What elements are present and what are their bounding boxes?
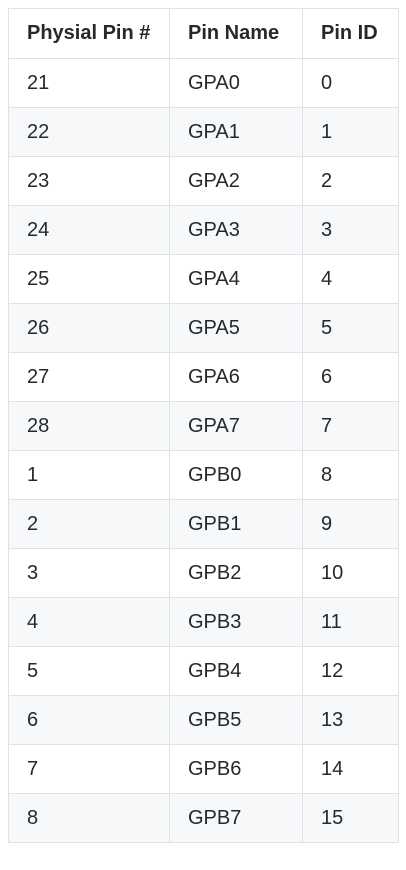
physical-pin-cell: 27	[8, 352, 170, 402]
pin-name-cell: GPB6	[169, 744, 303, 794]
pin-name-cell: GPA4	[169, 254, 303, 304]
pin-id-cell: 10	[302, 548, 399, 598]
pin-name-cell: GPA0	[169, 58, 303, 108]
pin-name-cell: GPA7	[169, 401, 303, 451]
pin-name-cell: GPA5	[169, 303, 303, 353]
table-row: 3 GPB2 10	[8, 548, 399, 598]
pin-name-cell: GPA2	[169, 156, 303, 206]
physical-pin-cell: 2	[8, 499, 170, 549]
physical-pin-cell: 4	[8, 597, 170, 647]
pin-name-cell: GPA6	[169, 352, 303, 402]
physical-pin-cell: 8	[8, 793, 170, 843]
pin-name-cell: GPB3	[169, 597, 303, 647]
pin-id-cell: 3	[302, 205, 399, 255]
pin-id-cell: 4	[302, 254, 399, 304]
header-row: Physial Pin # Pin Name Pin ID	[8, 8, 399, 59]
table-row: 21 GPA0 0	[8, 58, 399, 108]
pin-id-cell: 1	[302, 107, 399, 157]
pin-id-cell: 8	[302, 450, 399, 500]
pin-id-cell: 15	[302, 793, 399, 843]
pin-name-cell: GPB2	[169, 548, 303, 598]
pin-name-cell: GPB5	[169, 695, 303, 745]
table-row: 26 GPA5 5	[8, 303, 399, 353]
physical-pin-cell: 25	[8, 254, 170, 304]
pin-id-cell: 2	[302, 156, 399, 206]
table-header: Physial Pin # Pin Name Pin ID	[8, 8, 399, 59]
header-pin-id: Pin ID	[302, 8, 399, 59]
pin-id-cell: 13	[302, 695, 399, 745]
pin-id-cell: 6	[302, 352, 399, 402]
table-row: 5 GPB4 12	[8, 646, 399, 696]
physical-pin-cell: 21	[8, 58, 170, 108]
pin-name-cell: GPB4	[169, 646, 303, 696]
physical-pin-cell: 22	[8, 107, 170, 157]
physical-pin-cell: 24	[8, 205, 170, 255]
pin-id-cell: 12	[302, 646, 399, 696]
pin-id-cell: 9	[302, 499, 399, 549]
pin-name-cell: GPB7	[169, 793, 303, 843]
table-row: 22 GPA1 1	[8, 107, 399, 157]
pin-table: Physial Pin # Pin Name Pin ID 21 GPA0 0 22 G…	[8, 8, 399, 843]
pin-id-cell: 14	[302, 744, 399, 794]
table-row: 24 GPA3 3	[8, 205, 399, 255]
pin-table-container: Physial Pin # Pin Name Pin ID 21 GPA0 0 22 G…	[8, 8, 399, 843]
table-row: 8 GPB7 15	[8, 793, 399, 843]
physical-pin-cell: 3	[8, 548, 170, 598]
table-row: 4 GPB3 11	[8, 597, 399, 647]
table-row: 25 GPA4 4	[8, 254, 399, 304]
physical-pin-cell: 23	[8, 156, 170, 206]
header-pin-name: Pin Name	[169, 8, 303, 59]
pin-id-cell: 5	[302, 303, 399, 353]
table-row: 1 GPB0 8	[8, 450, 399, 500]
table-row: 28 GPA7 7	[8, 401, 399, 451]
table-row: 23 GPA2 2	[8, 156, 399, 206]
physical-pin-cell: 6	[8, 695, 170, 745]
table-row: 27 GPA6 6	[8, 352, 399, 402]
header-physical-pin: Physial Pin #	[8, 8, 170, 59]
physical-pin-cell: 1	[8, 450, 170, 500]
physical-pin-cell: 28	[8, 401, 170, 451]
physical-pin-cell: 7	[8, 744, 170, 794]
pin-id-cell: 0	[302, 58, 399, 108]
pin-name-cell: GPB1	[169, 499, 303, 549]
pin-name-cell: GPA3	[169, 205, 303, 255]
table-row: 7 GPB6 14	[8, 744, 399, 794]
table-row: 6 GPB5 13	[8, 695, 399, 745]
physical-pin-cell: 5	[8, 646, 170, 696]
table-body: 21 GPA0 0 22 GPA1 1 23 GPA2 2 24 GPA3 3 25 GPA4 4 26 GPA…	[8, 58, 399, 843]
pin-id-cell: 7	[302, 401, 399, 451]
physical-pin-cell: 26	[8, 303, 170, 353]
table-row: 2 GPB1 9	[8, 499, 399, 549]
pin-name-cell: GPB0	[169, 450, 303, 500]
pin-name-cell: GPA1	[169, 107, 303, 157]
pin-id-cell: 11	[302, 597, 399, 647]
